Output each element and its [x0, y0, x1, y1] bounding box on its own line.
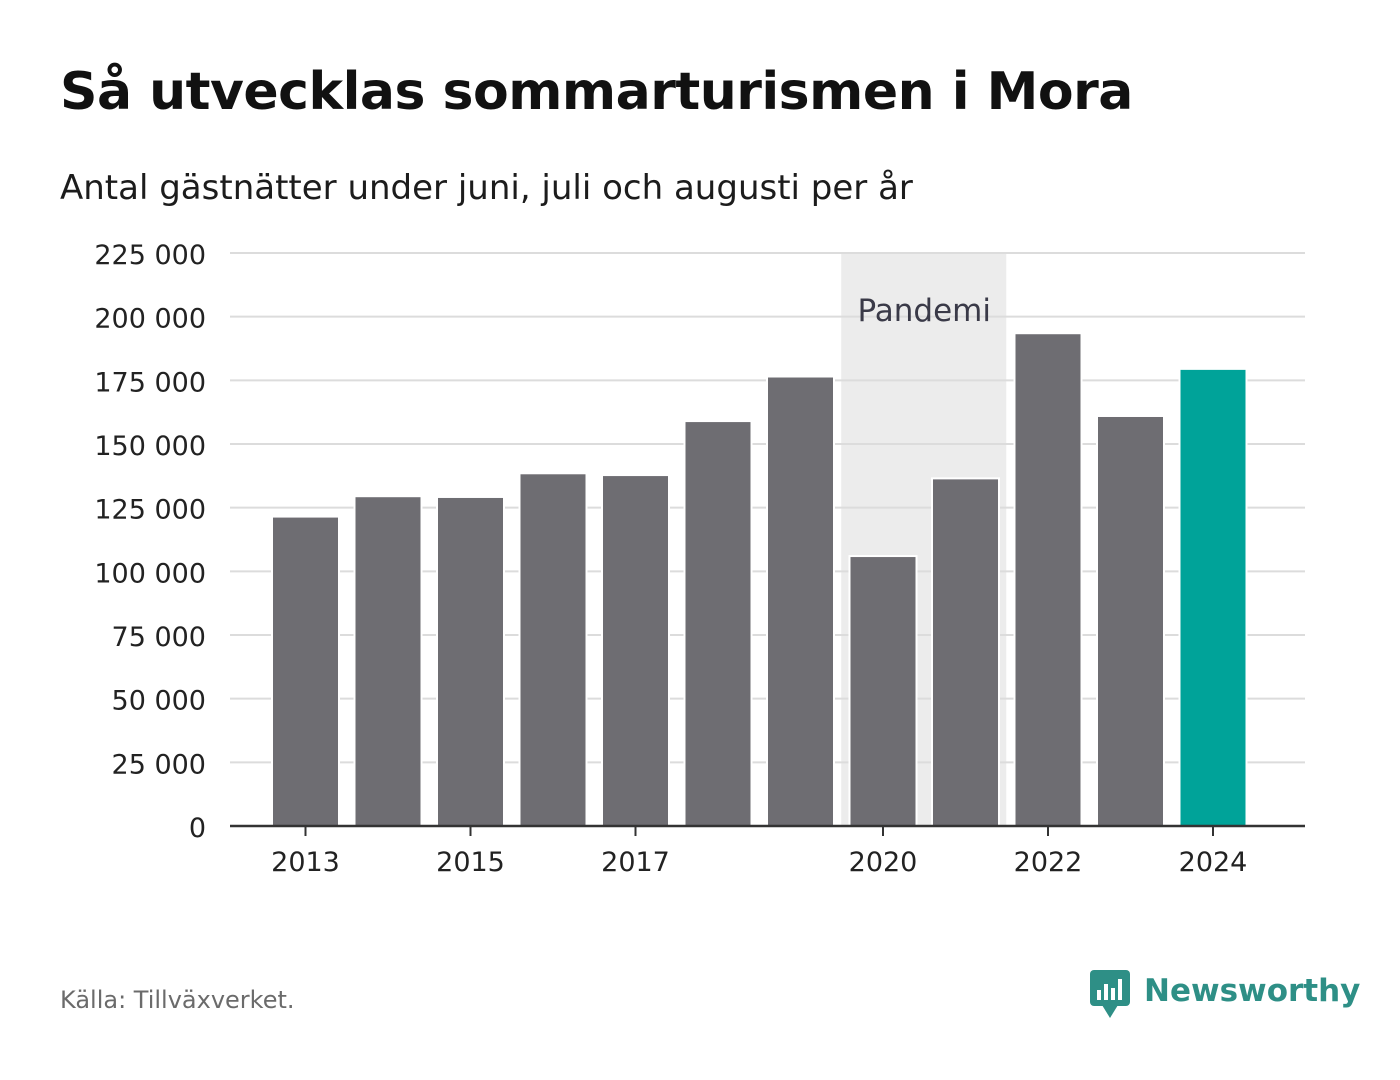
- x-tick-label: 2024: [1179, 847, 1248, 878]
- y-tick-label: 0: [189, 813, 206, 844]
- y-tick-label: 50 000: [112, 686, 206, 717]
- brand-name: Newsworthy: [1144, 973, 1361, 1009]
- x-tick-label: 2015: [436, 847, 505, 878]
- y-tick-label: 75 000: [112, 622, 206, 653]
- chart-title: Så utvecklas sommarturismen i Mora: [60, 62, 1133, 122]
- y-tick-label: 125 000: [94, 495, 206, 526]
- source-note: Källa: Tillväxverket.: [60, 986, 295, 1014]
- bar-2016: [518, 472, 588, 827]
- bar-2017: [601, 474, 670, 827]
- x-tick-label: 2017: [601, 847, 670, 878]
- x-tick-label: 2022: [1014, 847, 1083, 878]
- y-tick-label: 200 000: [94, 304, 206, 335]
- bar-2014: [353, 495, 423, 827]
- bar-2023: [1096, 414, 1165, 827]
- bar-2018: [683, 420, 753, 827]
- newsworthy-logo-icon: [1090, 970, 1130, 1018]
- bar-2015: [436, 495, 505, 827]
- pandemic-label: Pandemi: [857, 293, 991, 329]
- y-tick-label: 25 000: [112, 749, 206, 780]
- bar-2013: [271, 515, 340, 828]
- y-tick-label: 100 000: [94, 558, 206, 589]
- x-tick-label: 2013: [271, 847, 340, 878]
- bar-2019: [766, 375, 835, 827]
- bar-2020: [848, 555, 918, 827]
- newsworthy-brand[interactable]: Newsworthy: [1090, 970, 1360, 1024]
- bar-2021: [931, 477, 1000, 827]
- chart-subtitle: Antal gästnätter under juni, juli och au…: [60, 168, 913, 208]
- y-tick-label: 150 000: [94, 431, 206, 462]
- y-tick-label: 225 000: [94, 240, 206, 271]
- bar-2022: [1013, 332, 1083, 827]
- x-tick-label: 2020: [849, 847, 918, 878]
- y-tick-label: 175 000: [94, 367, 206, 398]
- bar-2024: [1178, 367, 1248, 827]
